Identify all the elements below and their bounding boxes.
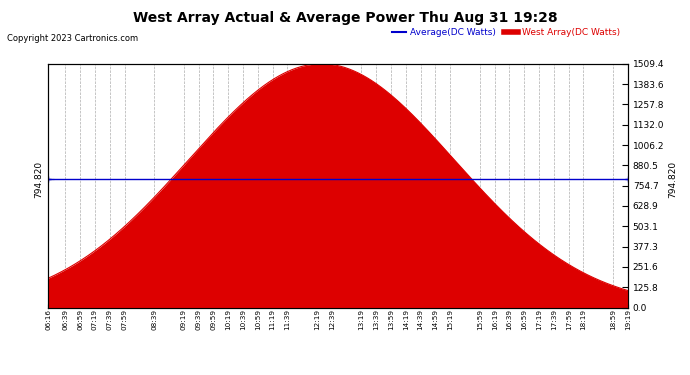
Text: West Array Actual & Average Power Thu Aug 31 19:28: West Array Actual & Average Power Thu Au…: [132, 11, 558, 25]
Text: Copyright 2023 Cartronics.com: Copyright 2023 Cartronics.com: [7, 34, 138, 43]
Text: 794.820: 794.820: [668, 160, 677, 198]
Legend: Average(DC Watts), West Array(DC Watts): Average(DC Watts), West Array(DC Watts): [389, 24, 623, 40]
